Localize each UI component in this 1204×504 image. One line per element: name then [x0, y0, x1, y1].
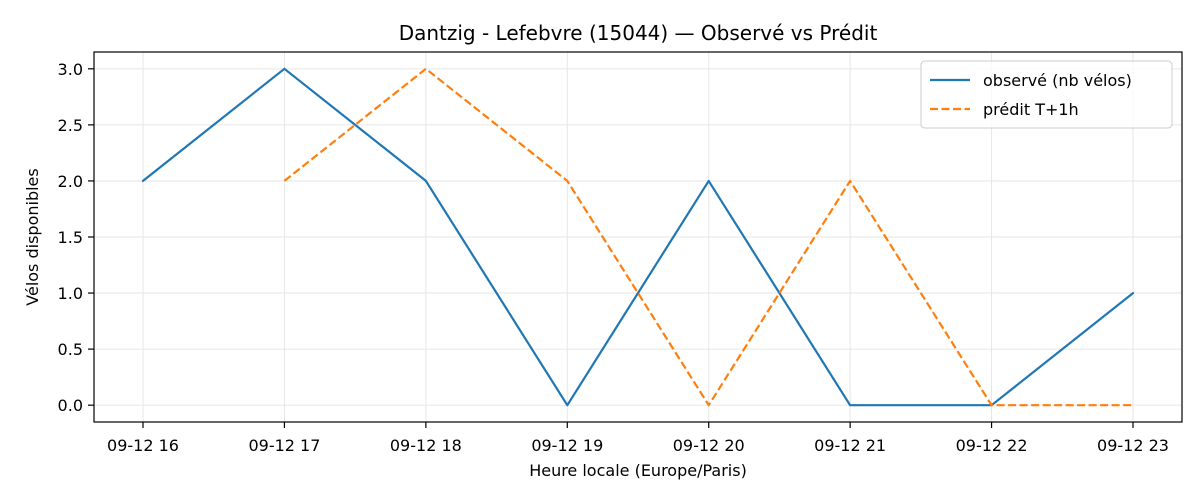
series-line-0: [141, 67, 1135, 407]
x-tick-label: 09-12 16: [107, 436, 179, 455]
legend-label-0: observé (nb vélos): [983, 71, 1132, 90]
y-axis-label: Vélos disponibles: [23, 168, 42, 305]
y-tick-label: 2.0: [58, 172, 83, 191]
x-tick-label: 09-12 23: [1097, 436, 1169, 455]
y-tick-label: 0.0: [58, 396, 83, 415]
chart-title: Dantzig - Lefebvre (15044) — Observé vs …: [399, 21, 878, 45]
y-tick-label: 3.0: [58, 60, 83, 79]
legend-label-1: prédit T+1h: [983, 100, 1079, 119]
y-tick-label: 1.0: [58, 284, 83, 303]
x-axis-label: Heure locale (Europe/Paris): [529, 461, 747, 480]
y-tick-label: 0.5: [58, 340, 83, 359]
x-tick-label: 09-12 18: [390, 436, 462, 455]
y-axis: 0.0 0.5 1.0 1.5 2.0 2.5 3.0: [58, 60, 94, 415]
series-lines: [141, 67, 1135, 407]
series-line-1: [283, 67, 1133, 407]
legend-box: [920, 60, 1173, 129]
y-tick-label: 1.5: [58, 228, 83, 247]
x-axis: 09-12 16 09-12 17 09-12 18 09-12 19 09-12 20…: [107, 422, 1169, 455]
y-tick-label: 2.5: [58, 116, 83, 135]
legend: observé (nb vélos) prédit T+1h: [920, 60, 1173, 129]
x-tick-label: 09-12 17: [248, 436, 320, 455]
x-tick-label: 09-12 21: [814, 436, 886, 455]
x-tick-label: 09-12 19: [531, 436, 603, 455]
x-tick-label: 09-12 20: [673, 436, 745, 455]
x-tick-label: 09-12 22: [956, 436, 1028, 455]
